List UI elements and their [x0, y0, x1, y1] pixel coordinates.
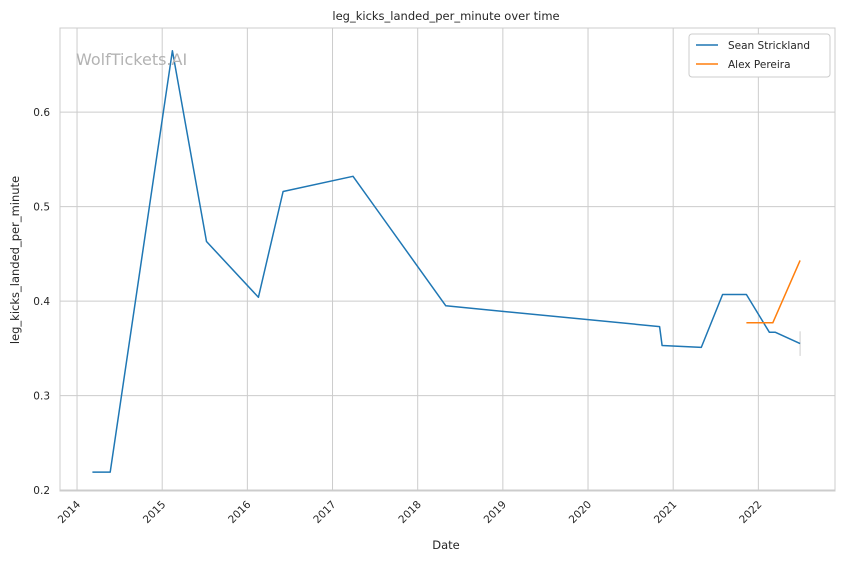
legend: Sean Strickland Alex Pereira [688, 33, 831, 78]
x-tick-label: 2018 [396, 499, 423, 526]
y-axis-ticks: 0.2 0.3 0.4 0.5 0.6 [33, 107, 50, 497]
x-tick-label: 2016 [226, 498, 254, 526]
y-tick-label: 0.6 [33, 107, 50, 119]
series-lines [92, 49, 801, 473]
y-axis-label: leg_kicks_landed_per_minute [8, 176, 22, 344]
x-axis-ticks: 2014 2015 2016 2017 2018 2019 2020 2021 2022 [56, 498, 765, 526]
legend-label-alex-pereira: Alex Pereira [728, 59, 791, 71]
x-tick-label: 2015 [141, 499, 168, 526]
x-tick-label: 2021 [652, 499, 679, 526]
x-tick-label: 2017 [311, 499, 338, 526]
x-tick-label: 2020 [567, 499, 594, 526]
chart-title: leg_kicks_landed_per_minute over time [332, 9, 559, 23]
grid-lines [60, 28, 835, 491]
y-tick-label: 0.3 [33, 391, 50, 403]
legend-label-sean-strickland: Sean Strickland [728, 40, 810, 52]
y-tick-label: 0.4 [33, 296, 50, 308]
plot-area [59, 27, 836, 492]
x-axis-label: Date [432, 538, 460, 552]
x-tick-label: 2022 [737, 499, 764, 526]
series-line-sean-strickland [92, 49, 801, 473]
watermark: WolfTickets.AI [76, 50, 187, 69]
x-tick-label: 2019 [482, 499, 509, 526]
y-tick-label: 0.5 [33, 202, 50, 214]
series-line-alex-pereira [746, 260, 801, 324]
x-tick-label: 2014 [56, 498, 84, 526]
y-tick-label: 0.2 [33, 485, 50, 497]
legend-box [688, 33, 831, 78]
